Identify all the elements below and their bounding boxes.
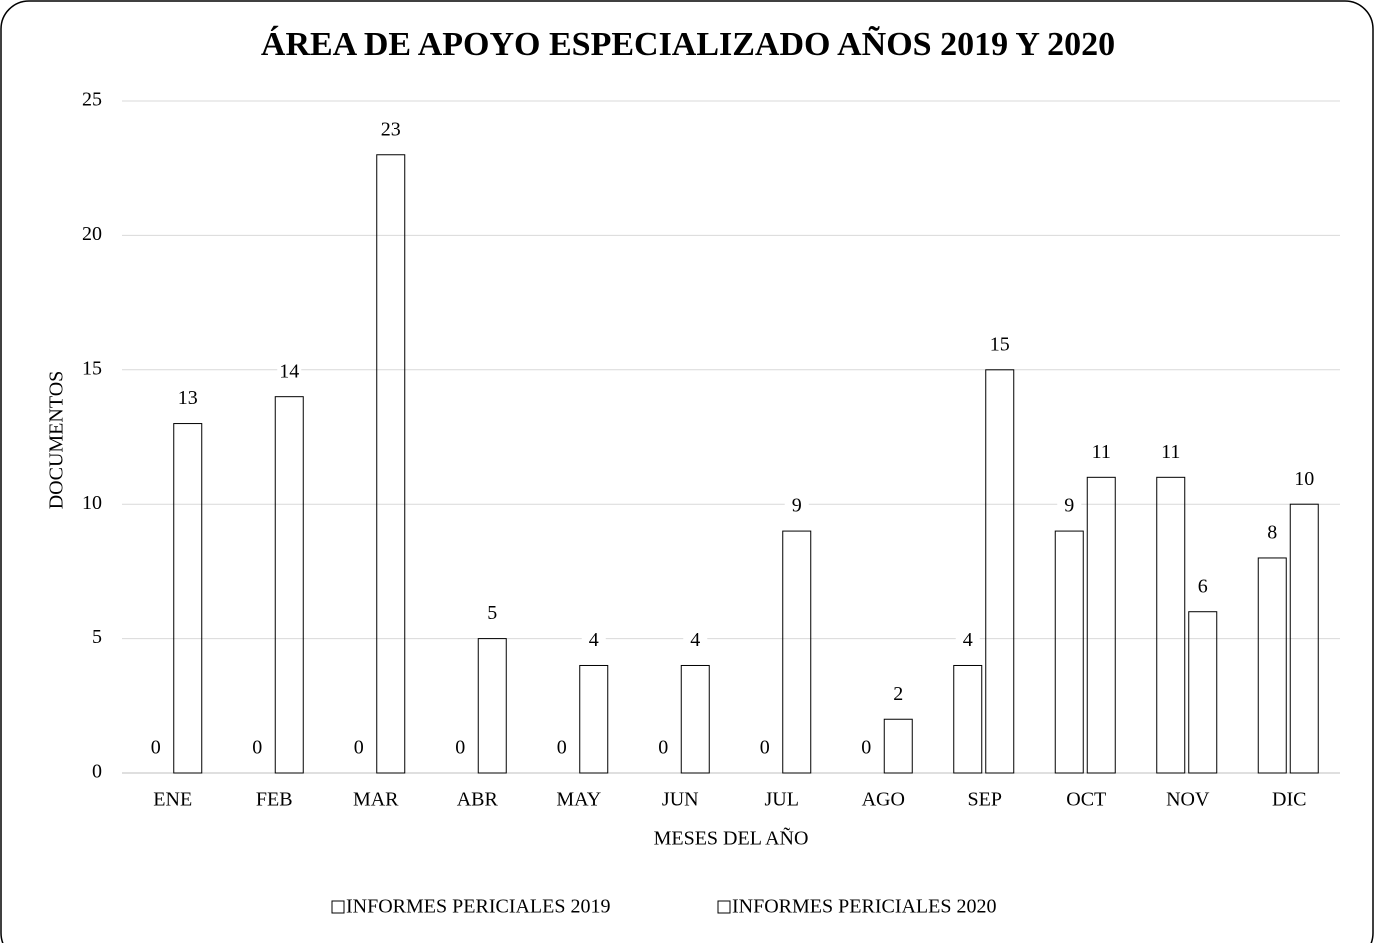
value-label-bg — [549, 737, 574, 761]
bar — [274, 396, 304, 774]
value-label: 0 — [658, 737, 668, 759]
y-tick-label: 0 — [92, 761, 102, 783]
x-axis-label: MESES DEL AÑO — [654, 826, 809, 850]
bar — [376, 154, 406, 774]
value-label: 9 — [792, 495, 802, 517]
bar — [680, 664, 710, 774]
value-label: 0 — [354, 737, 364, 759]
value-label: 23 — [381, 118, 401, 140]
value-label: 0 — [861, 737, 871, 759]
value-label: 15 — [990, 333, 1010, 355]
value-label: 13 — [178, 387, 198, 409]
x-tick-label: MAR — [353, 789, 399, 811]
x-tick-label: DIC — [1272, 789, 1306, 811]
value-label: 0 — [151, 737, 161, 759]
bar — [782, 530, 812, 774]
bar — [985, 369, 1015, 774]
value-label-bg — [886, 683, 911, 708]
value-label: 11 — [1161, 441, 1180, 463]
bar — [1188, 611, 1218, 774]
y-tick-label: 25 — [82, 89, 102, 111]
value-label-bg — [346, 737, 371, 761]
bar — [883, 718, 913, 774]
value-label-bg — [651, 737, 676, 761]
value-label-bg — [1190, 575, 1215, 600]
y-axis-label: DOCUMENTOS — [46, 371, 68, 510]
legend-swatch — [331, 900, 345, 914]
value-label-bg — [448, 737, 473, 761]
value-label-bg — [245, 737, 270, 761]
value-label: 8 — [1267, 522, 1277, 544]
legend-label: INFORMES PERICIALES 2019 — [346, 896, 610, 918]
x-tick-label: JUN — [662, 789, 699, 811]
x-tick-label: ABR — [457, 789, 499, 811]
bar — [173, 423, 203, 774]
value-label-bg — [752, 737, 777, 761]
y-tick-label: 5 — [92, 626, 102, 648]
value-label-bg — [987, 333, 1012, 358]
value-label: 14 — [279, 360, 299, 382]
x-tick-label: OCT — [1066, 789, 1106, 811]
value-label-bg — [175, 387, 200, 412]
value-label-bg — [1260, 521, 1285, 546]
x-tick-label: MAY — [556, 789, 601, 811]
bar — [1054, 530, 1084, 774]
legend-label: INFORMES PERICIALES 2020 — [732, 896, 996, 918]
y-tick-label: 15 — [82, 357, 102, 379]
legend-swatch — [717, 900, 731, 914]
value-label: 0 — [557, 737, 567, 759]
x-tick-label: SEP — [968, 789, 1002, 811]
value-label: 0 — [760, 737, 770, 759]
value-label-bg — [143, 737, 168, 761]
bar — [477, 638, 507, 774]
value-label-bg — [955, 629, 980, 654]
value-label-bg — [1292, 468, 1317, 493]
value-label-bg — [378, 118, 403, 143]
x-tick-label: AGO — [862, 789, 905, 811]
x-tick-label: FEB — [256, 789, 293, 811]
value-label-bg — [683, 629, 708, 654]
value-label: 11 — [1092, 441, 1111, 463]
value-label: 0 — [252, 737, 262, 759]
y-tick-label: 20 — [82, 223, 102, 245]
chart-title: ÁREA DE APOYO ESPECIALIZADO AÑOS 2019 Y … — [261, 26, 1115, 63]
value-label: 4 — [589, 629, 599, 651]
value-label-bg — [854, 737, 879, 761]
value-label-bg — [1057, 495, 1082, 520]
bar — [1257, 557, 1287, 774]
bar — [1086, 476, 1116, 774]
value-label: 9 — [1064, 495, 1074, 517]
value-label-bg — [581, 629, 606, 654]
value-label: 5 — [487, 602, 497, 624]
x-tick-label: NOV — [1166, 789, 1210, 811]
value-label: 10 — [1294, 468, 1314, 490]
value-label: 4 — [690, 629, 700, 651]
bar — [579, 664, 609, 774]
bar — [1156, 476, 1186, 774]
value-label-bg — [277, 360, 302, 385]
value-label-bg — [480, 602, 505, 627]
bar — [1289, 503, 1319, 774]
value-label: 6 — [1198, 575, 1208, 597]
value-label: 4 — [963, 629, 973, 651]
value-label: 0 — [455, 737, 465, 759]
value-label-bg — [1158, 441, 1183, 466]
y-tick-label: 10 — [82, 492, 102, 514]
x-tick-label: JUL — [765, 789, 799, 811]
x-tick-label: ENE — [153, 789, 192, 811]
value-label-bg — [784, 495, 809, 520]
value-label-bg — [1089, 441, 1114, 466]
value-label: 2 — [893, 683, 903, 705]
bar — [953, 664, 983, 774]
